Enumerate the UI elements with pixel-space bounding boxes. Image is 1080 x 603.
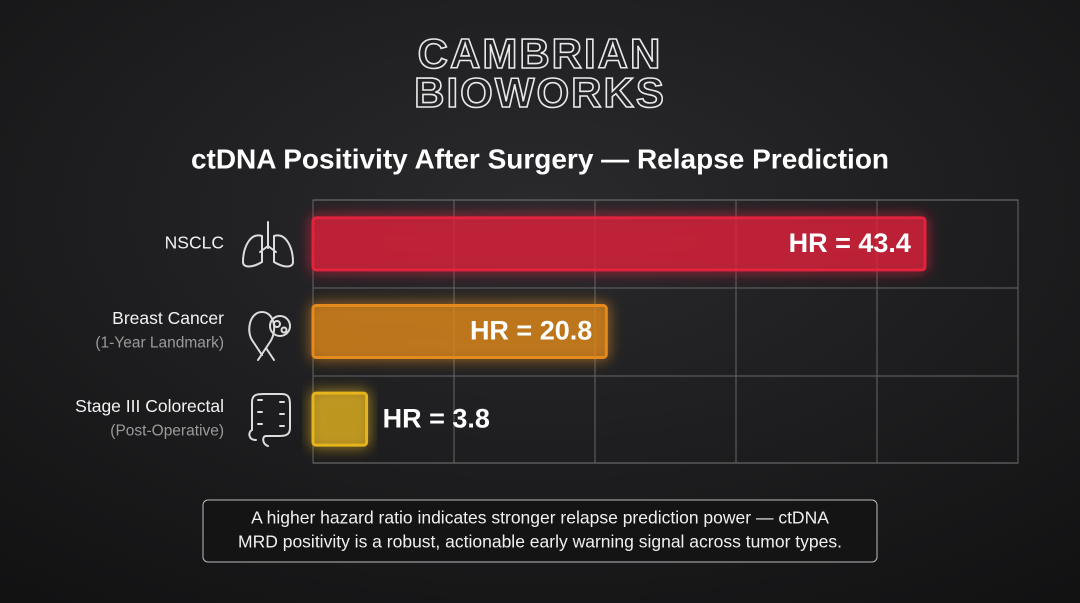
value-label: HR = 43.4 bbox=[789, 228, 911, 258]
ribbon-icon bbox=[248, 311, 291, 361]
bar bbox=[311, 216, 927, 272]
category-note: (1-Year Landmark) bbox=[95, 335, 224, 352]
lungs-icon bbox=[242, 221, 294, 268]
note-line: A higher hazard ratio indicates stronger… bbox=[251, 508, 829, 528]
value-label: HR = 20.8 bbox=[470, 316, 592, 346]
brand-line: BIOWORKS bbox=[414, 69, 666, 116]
brand-line: CAMBRIAN bbox=[418, 30, 663, 77]
category-label: Breast Cancer bbox=[112, 308, 224, 328]
plot-area bbox=[311, 199, 1019, 464]
bar bbox=[311, 391, 369, 447]
icons bbox=[242, 221, 294, 447]
note-line: MRD positivity is a robust, actionable e… bbox=[238, 532, 842, 552]
bar-group bbox=[311, 216, 927, 272]
value-label: HR = 3.8 bbox=[383, 403, 490, 433]
bar-group bbox=[311, 304, 608, 359]
category-note: (Post-Operative) bbox=[110, 422, 224, 439]
chart-title: ctDNA Positivity After Surgery — Relapse… bbox=[191, 143, 889, 174]
colon-icon bbox=[248, 393, 291, 447]
bar bbox=[311, 304, 608, 359]
bar-group bbox=[311, 391, 369, 447]
category-label: Stage III Colorectal bbox=[75, 396, 224, 416]
category-label: NSCLC bbox=[165, 232, 224, 252]
note-box bbox=[202, 499, 878, 563]
